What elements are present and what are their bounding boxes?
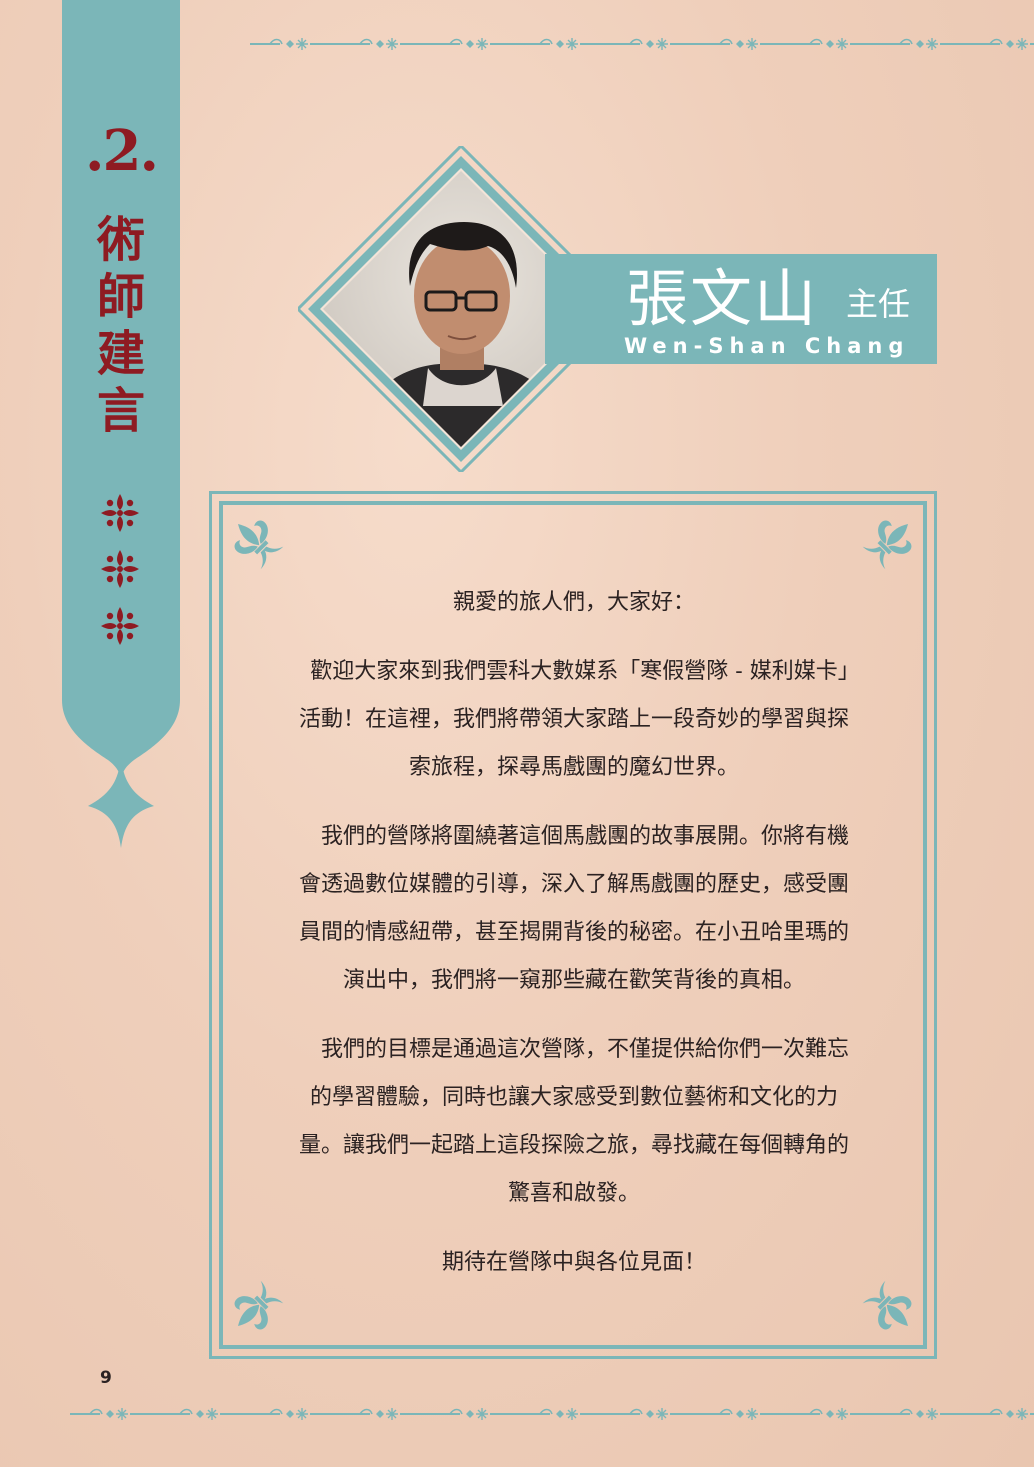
fleur-de-lis-icon: [861, 1279, 921, 1339]
letter-line: 我們的營隊將圍繞著這個馬戲團的故事展開。你將有機: [298, 824, 849, 849]
chapter-ribbon: [62, 0, 180, 848]
portrait-frame: [298, 146, 624, 472]
letter-paragraph: 我們的營隊將圍繞著這個馬戲團的故事展開。你將有機 會透過數位媒體的引導，深入了解…: [262, 813, 886, 1005]
decorative-border-top: [250, 38, 1034, 50]
chapter-number: .2.: [85, 118, 159, 184]
chapter-title-char: 師: [96, 269, 145, 325]
letter-paragraph: 我們的目標是通過這次營隊，不僅提供給你們一次難忘 的學習體驗，同時也讓大家感受到…: [262, 1026, 886, 1218]
chapter-title-char: 建: [96, 326, 145, 382]
letter-paragraph: 歡迎大家來到我們雲科大數媒系「寒假營隊 - 媒利媒卡」 活動！在這裡，我們將帶領…: [262, 648, 886, 792]
letter-frame: [209, 491, 937, 1359]
fleur-de-lis-icon: [861, 511, 921, 571]
teacher-name-cn: 張文山: [626, 262, 819, 335]
teacher-role: 主任: [846, 285, 911, 323]
fleur-de-lis-icon: [225, 1279, 285, 1339]
crimson-flower-icon: [101, 494, 139, 532]
decorative-border-bottom: [70, 1408, 1034, 1420]
chapter-title: 術 師 建 言: [62, 212, 180, 440]
teacher-name-en: Wen-Shan Chang: [624, 334, 910, 358]
letter-line: 會透過數位媒體的引導，深入了解馬戲團的歷史，感受團: [298, 872, 849, 897]
letter-line: 量。讓我們一起踏上這段探險之旅，尋找藏在每個轉角的: [298, 1133, 849, 1158]
fleur-de-lis-icon: [225, 511, 285, 571]
letter-body: 親愛的旅人們，大家好： 歡迎大家來到我們雲科大數媒系「寒假營隊 - 媒利媒卡」 …: [262, 578, 886, 1287]
chapter-title-char: 術: [96, 212, 145, 268]
crimson-flower-icon: [101, 550, 139, 588]
chapter-title-char: 言: [96, 383, 145, 439]
letter-line: 我們的目標是通過這次營隊，不僅提供給你們一次難忘: [298, 1037, 849, 1062]
letter-line: 歡迎大家來到我們雲科大數媒系「寒假營隊 - 媒利媒卡」: [288, 659, 860, 684]
page-number: 9: [100, 1368, 112, 1388]
name-banner: [545, 254, 937, 364]
letter-line: 活動！在這裡，我們將帶領大家踏上一段奇妙的學習與探: [298, 707, 849, 732]
letter-greeting: 親愛的旅人們，大家好：: [452, 590, 695, 615]
letter-closing: 期待在營隊中與各位見面！: [441, 1250, 706, 1275]
crimson-flower-icon: [101, 607, 139, 645]
letter-line: 驚喜和啟發。: [507, 1181, 640, 1206]
letter-line: 演出中，我們將一窺那些藏在歡笑背後的真相。: [342, 968, 805, 993]
letter-line: 索旅程，探尋馬戲團的魔幻世界。: [408, 755, 739, 780]
letter-line: 的學習體驗，同時也讓大家感受到數位藝術和文化的力: [309, 1085, 838, 1110]
letter-line: 員間的情感紐帶，甚至揭開背後的秘密。在小丑哈里瑪的: [298, 920, 849, 945]
